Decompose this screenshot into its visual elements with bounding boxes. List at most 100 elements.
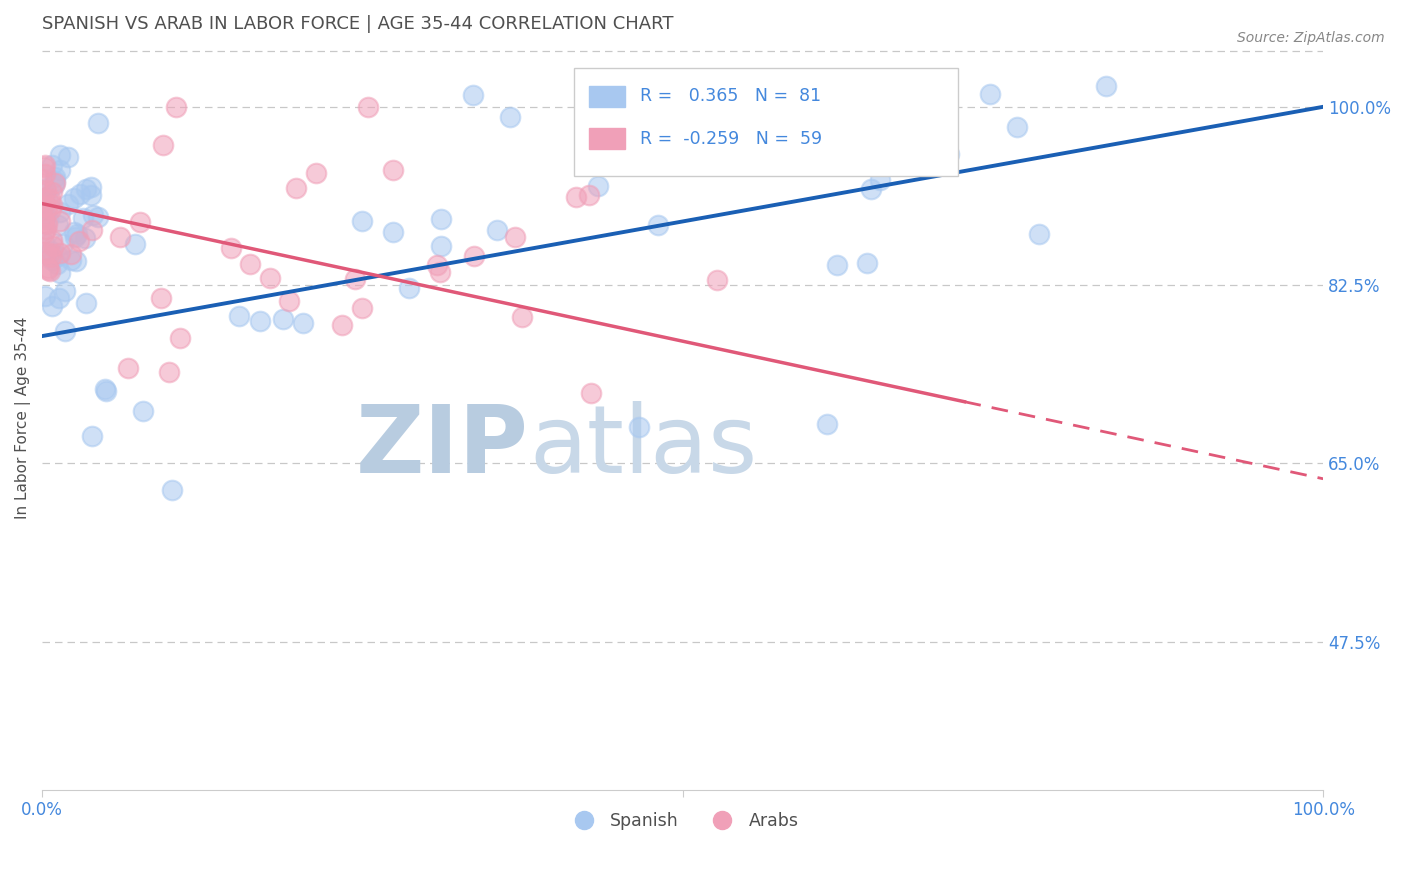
Point xyxy=(381,163,404,178)
Point xyxy=(37,202,59,216)
Point xyxy=(60,246,83,260)
Point xyxy=(825,126,848,140)
FancyBboxPatch shape xyxy=(589,128,626,149)
Point xyxy=(219,241,242,255)
Point xyxy=(856,79,879,94)
Point xyxy=(82,208,104,222)
Point xyxy=(565,190,588,204)
Point xyxy=(228,309,250,323)
Text: R =  -0.259   N =  59: R = -0.259 N = 59 xyxy=(640,129,823,148)
Point xyxy=(398,281,420,295)
Point xyxy=(35,183,58,197)
Point xyxy=(49,148,72,162)
Point xyxy=(59,252,82,267)
Point xyxy=(35,246,58,260)
Point xyxy=(463,249,485,263)
Point xyxy=(343,272,366,286)
Point xyxy=(32,182,55,196)
Point xyxy=(63,191,86,205)
Point xyxy=(65,253,87,268)
Point xyxy=(1005,120,1028,134)
Point xyxy=(39,264,62,278)
Point xyxy=(32,191,55,205)
Point xyxy=(42,239,65,253)
FancyBboxPatch shape xyxy=(574,68,957,176)
Point xyxy=(733,79,755,94)
Legend: Spanish, Arabs: Spanish, Arabs xyxy=(560,805,806,837)
Point xyxy=(94,384,117,398)
Point xyxy=(87,116,110,130)
Point xyxy=(39,244,62,258)
Point xyxy=(292,316,315,330)
Point xyxy=(49,204,72,219)
Point xyxy=(80,223,103,237)
Point xyxy=(48,266,70,280)
Point xyxy=(34,167,56,181)
Point xyxy=(860,181,883,195)
Point xyxy=(169,331,191,345)
Point xyxy=(157,365,180,379)
Point xyxy=(44,174,66,188)
Point xyxy=(75,230,97,244)
Point xyxy=(150,291,173,305)
Point xyxy=(110,230,132,244)
Point xyxy=(647,218,669,232)
Point xyxy=(928,79,950,94)
Point xyxy=(1028,227,1050,242)
Point xyxy=(786,88,808,103)
Point xyxy=(41,252,63,267)
Point xyxy=(249,314,271,328)
Point xyxy=(79,188,101,202)
Point xyxy=(503,229,526,244)
Point xyxy=(855,255,877,269)
Point xyxy=(499,110,522,124)
Point xyxy=(827,259,849,273)
Point xyxy=(160,483,183,498)
Point xyxy=(53,324,76,338)
Point xyxy=(37,263,59,277)
Point xyxy=(34,289,56,303)
Y-axis label: In Labor Force | Age 35-44: In Labor Force | Age 35-44 xyxy=(15,317,31,519)
Point xyxy=(429,265,451,279)
Point xyxy=(37,261,59,276)
Point xyxy=(278,293,301,308)
Point xyxy=(44,169,66,184)
Point xyxy=(39,246,62,260)
Point xyxy=(32,201,55,215)
Point xyxy=(45,257,67,271)
Point xyxy=(46,218,69,232)
Point xyxy=(32,226,55,240)
Point xyxy=(117,360,139,375)
Point xyxy=(75,181,97,195)
Point xyxy=(305,166,328,180)
Point xyxy=(485,223,508,237)
Point xyxy=(31,199,53,213)
Point xyxy=(32,216,55,230)
Point xyxy=(461,88,484,103)
Point xyxy=(80,429,103,443)
Point xyxy=(579,385,602,400)
Point xyxy=(640,112,662,126)
Point xyxy=(49,246,72,260)
Point xyxy=(35,217,58,231)
FancyBboxPatch shape xyxy=(589,86,626,107)
Point xyxy=(1095,79,1118,94)
Point xyxy=(706,273,728,287)
Point xyxy=(76,295,98,310)
Point xyxy=(41,198,63,212)
Point xyxy=(330,318,353,332)
Point xyxy=(32,235,55,249)
Point xyxy=(578,187,600,202)
Text: ZIP: ZIP xyxy=(356,401,529,493)
Point xyxy=(63,225,86,239)
Point xyxy=(65,227,87,241)
Point xyxy=(44,176,66,190)
Point xyxy=(34,210,56,224)
Text: SPANISH VS ARAB IN LABOR FORCE | AGE 35-44 CORRELATION CHART: SPANISH VS ARAB IN LABOR FORCE | AGE 35-… xyxy=(42,15,673,33)
Point xyxy=(42,178,65,193)
Text: Source: ZipAtlas.com: Source: ZipAtlas.com xyxy=(1237,31,1385,45)
Point xyxy=(56,196,79,211)
Point xyxy=(152,137,174,152)
Point xyxy=(41,298,63,312)
Point xyxy=(87,211,110,225)
